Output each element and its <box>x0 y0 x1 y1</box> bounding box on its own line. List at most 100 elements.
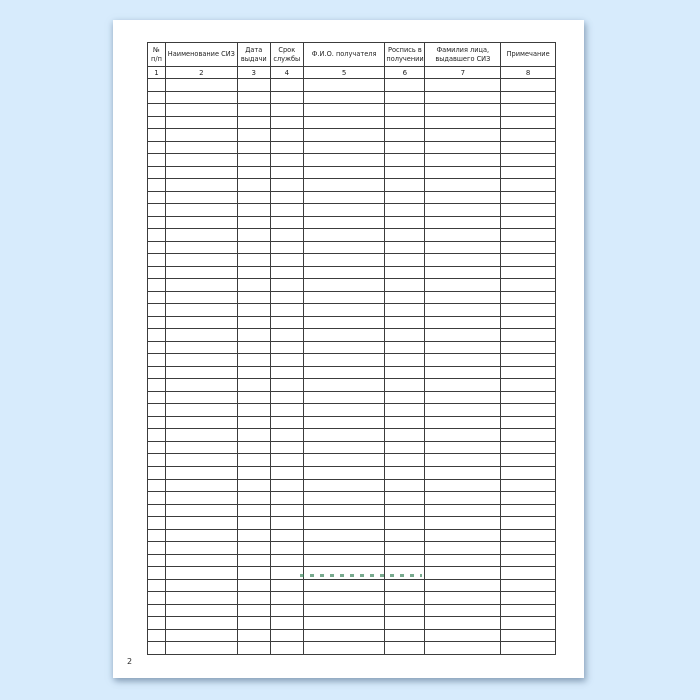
empty-cell <box>164 265 238 280</box>
empty-cell <box>147 603 166 618</box>
table-row <box>147 353 556 367</box>
empty-cell <box>147 215 166 230</box>
empty-cell <box>164 178 238 192</box>
empty-cell <box>500 566 556 580</box>
empty-cell <box>384 140 426 155</box>
empty-cell <box>236 353 271 367</box>
empty-cell <box>302 303 386 317</box>
empty-cell <box>236 628 271 643</box>
empty-cell <box>164 253 238 267</box>
empty-cell <box>269 428 304 442</box>
empty-cell <box>500 578 556 593</box>
empty-cell <box>147 278 166 292</box>
empty-cell <box>236 115 271 130</box>
table-row <box>147 440 556 455</box>
table-row <box>147 390 556 405</box>
empty-cell <box>236 578 271 593</box>
empty-cell <box>164 115 238 130</box>
empty-cell <box>500 128 556 142</box>
empty-cell <box>424 315 502 330</box>
empty-cell <box>164 440 238 455</box>
empty-cell <box>269 578 304 593</box>
empty-cell <box>424 128 502 142</box>
empty-cell <box>147 78 166 92</box>
empty-cell <box>424 453 502 467</box>
empty-cell <box>269 641 304 655</box>
empty-cell <box>424 641 502 655</box>
empty-cell <box>500 403 556 417</box>
column-header-6: Роспись в получении <box>384 42 426 67</box>
empty-cell <box>500 140 556 155</box>
empty-cell <box>302 278 386 292</box>
empty-cell <box>500 215 556 230</box>
empty-cell <box>384 641 426 655</box>
table-row <box>147 541 556 555</box>
empty-cell <box>500 303 556 317</box>
table-row <box>147 616 556 630</box>
table-row <box>147 253 556 267</box>
empty-cell <box>302 641 386 655</box>
empty-cell <box>147 228 166 242</box>
empty-cell <box>236 178 271 192</box>
empty-cell <box>269 365 304 380</box>
empty-cell <box>147 253 166 267</box>
empty-cell <box>147 566 166 580</box>
empty-cell <box>424 566 502 580</box>
table-row <box>147 315 556 330</box>
empty-cell <box>164 528 238 543</box>
table-row <box>147 103 556 117</box>
empty-cell <box>384 328 426 342</box>
empty-cell <box>302 541 386 555</box>
empty-cell <box>424 440 502 455</box>
table-row <box>147 278 556 292</box>
table-row <box>147 428 556 442</box>
table-row <box>147 78 556 92</box>
empty-cell <box>236 328 271 342</box>
empty-cell <box>424 478 502 492</box>
empty-cell <box>500 165 556 180</box>
empty-cell <box>147 453 166 467</box>
empty-cell <box>424 491 502 505</box>
empty-cell <box>384 616 426 630</box>
empty-cell <box>384 541 426 555</box>
empty-cell <box>384 190 426 205</box>
empty-cell <box>302 78 386 92</box>
empty-cell <box>147 190 166 205</box>
empty-cell <box>269 603 304 618</box>
empty-cell <box>164 190 238 205</box>
empty-cell <box>500 115 556 130</box>
empty-cell <box>424 365 502 380</box>
empty-cell <box>302 440 386 455</box>
empty-cell <box>147 353 166 367</box>
empty-cell <box>500 203 556 217</box>
empty-cell <box>384 403 426 417</box>
table-row <box>147 215 556 230</box>
empty-cell <box>384 566 426 580</box>
empty-cell <box>164 303 238 317</box>
empty-cell <box>164 415 238 430</box>
empty-cell <box>147 415 166 430</box>
empty-cell <box>269 628 304 643</box>
empty-cell <box>384 103 426 117</box>
empty-cell <box>302 566 386 580</box>
empty-cell <box>302 190 386 205</box>
empty-cell <box>424 415 502 430</box>
empty-cell <box>269 290 304 305</box>
empty-cell <box>424 153 502 167</box>
empty-cell <box>269 478 304 492</box>
table-body <box>147 78 556 655</box>
table-row <box>147 516 556 530</box>
empty-cell <box>424 90 502 105</box>
empty-cell <box>302 90 386 105</box>
empty-cell <box>302 265 386 280</box>
table-row <box>147 190 556 205</box>
table-row <box>147 153 556 167</box>
empty-cell <box>236 616 271 630</box>
empty-cell <box>269 203 304 217</box>
empty-cell <box>164 215 238 230</box>
empty-cell <box>164 641 238 655</box>
empty-cell <box>424 428 502 442</box>
empty-cell <box>302 603 386 618</box>
empty-cell <box>424 541 502 555</box>
